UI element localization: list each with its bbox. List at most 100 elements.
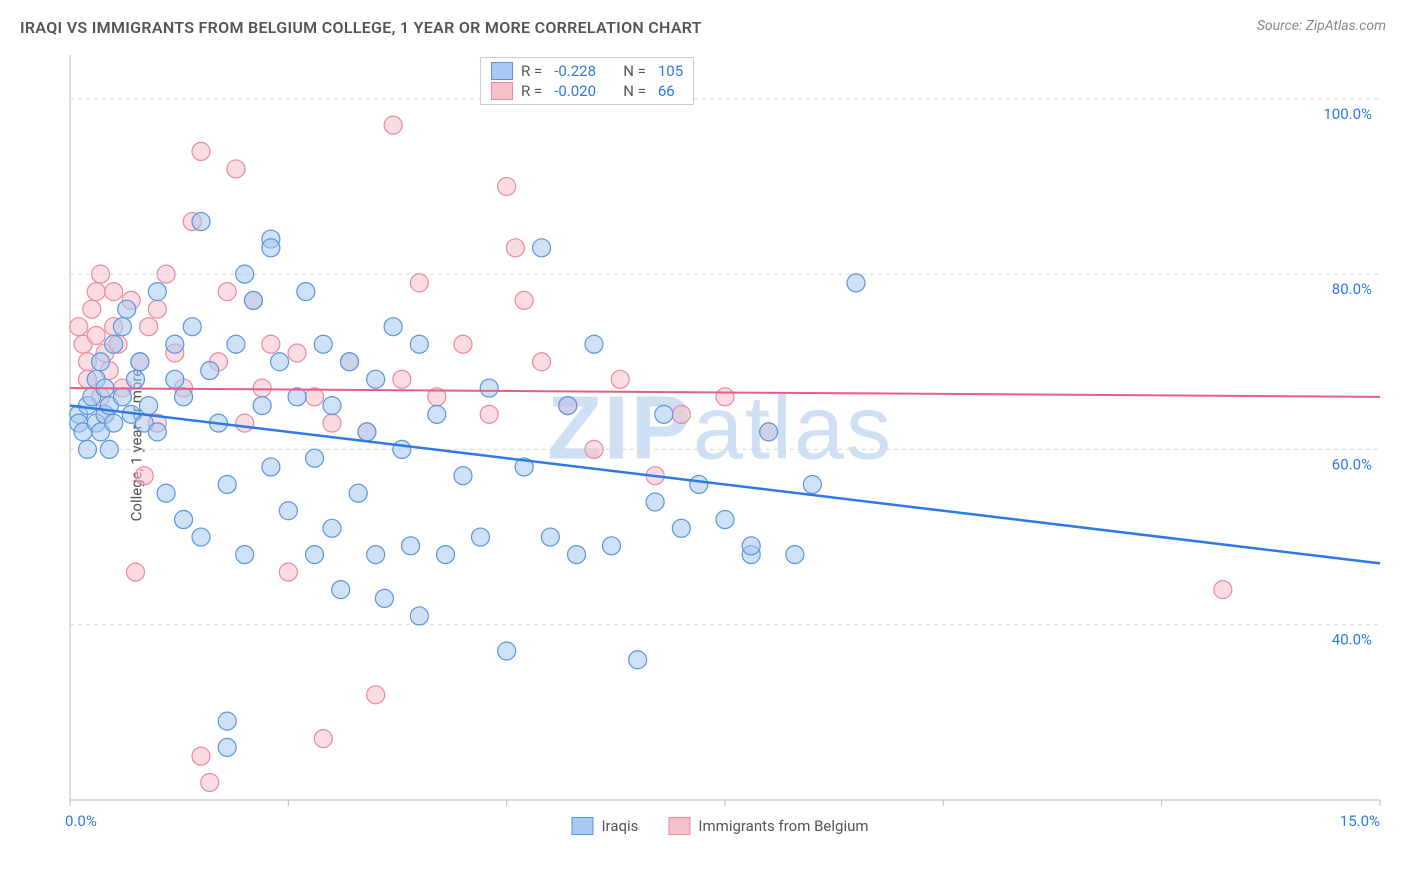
x-min-label: 0.0% (65, 812, 97, 830)
data-point (87, 326, 105, 344)
data-point (192, 528, 210, 546)
data-point (384, 318, 402, 336)
data-point (262, 458, 280, 476)
data-point (279, 502, 297, 520)
x-max-label: 15.0% (1340, 812, 1380, 830)
data-point (201, 773, 219, 791)
data-point (306, 546, 324, 564)
data-point (236, 414, 254, 432)
data-point (105, 283, 123, 301)
data-point (227, 160, 245, 178)
data-point (314, 335, 332, 353)
data-point (105, 414, 123, 432)
data-point (672, 519, 690, 537)
source-label: Source: ZipAtlas.com (1257, 18, 1386, 34)
series-legend: Iraqis Immigrants from Belgium (571, 817, 868, 835)
data-point (471, 528, 489, 546)
y-tick-label: 80.0% (1332, 280, 1372, 298)
legend-swatch (668, 817, 690, 835)
chart-area: College, 1 year or more ZIPatlas 40.0%60… (50, 55, 1390, 835)
data-point (585, 335, 603, 353)
data-point (332, 581, 350, 599)
y-tick-label: 60.0% (1332, 455, 1372, 473)
data-point (127, 563, 145, 581)
data-point (192, 213, 210, 231)
data-point (533, 239, 551, 257)
data-point (410, 274, 428, 292)
data-point (690, 475, 708, 493)
data-point (218, 283, 236, 301)
data-point (323, 519, 341, 537)
data-point (166, 370, 184, 388)
data-point (70, 318, 88, 336)
data-point (218, 738, 236, 756)
data-point (454, 467, 472, 485)
data-point (602, 537, 620, 555)
data-point (384, 116, 402, 134)
data-point (629, 651, 647, 669)
y-tick-label: 100.0% (1323, 105, 1372, 123)
data-point (646, 493, 664, 511)
data-point (157, 265, 175, 283)
data-point (498, 642, 516, 660)
legend-swatch (491, 82, 513, 100)
data-point (716, 388, 734, 406)
chart-title: IRAQI VS IMMIGRANTS FROM BELGIUM COLLEGE… (20, 18, 702, 37)
data-point (454, 335, 472, 353)
data-point (340, 353, 358, 371)
y-tick-label: 40.0% (1332, 631, 1372, 649)
data-point (175, 388, 193, 406)
data-point (314, 730, 332, 748)
data-point (201, 362, 219, 380)
data-point (437, 546, 455, 564)
data-point (480, 379, 498, 397)
data-point (847, 274, 865, 292)
data-point (148, 300, 166, 318)
data-point (262, 239, 280, 257)
data-point (393, 370, 411, 388)
data-point (236, 265, 254, 283)
data-point (533, 353, 551, 371)
data-point (253, 379, 271, 397)
data-point (760, 423, 778, 441)
data-point (113, 318, 131, 336)
legend-item: Immigrants from Belgium (668, 817, 868, 835)
legend-item: Iraqis (571, 817, 638, 835)
stats-legend: R = -0.228 N = 105R = -0.020 N = 66 (480, 57, 694, 105)
data-point (83, 300, 101, 318)
data-point (140, 397, 158, 415)
data-point (92, 353, 110, 371)
data-point (742, 537, 760, 555)
data-point (402, 537, 420, 555)
data-point (218, 712, 236, 730)
data-point (480, 405, 498, 423)
legend-label: Immigrants from Belgium (698, 817, 868, 835)
data-point (367, 546, 385, 564)
data-point (541, 528, 559, 546)
scatter-plot: 40.0% 60.0% 80.0% 100.0% (50, 55, 1390, 835)
data-point (148, 283, 166, 301)
data-point (506, 239, 524, 257)
data-point (349, 484, 367, 502)
data-point (498, 177, 516, 195)
data-point (568, 546, 586, 564)
regression-line (70, 406, 1380, 564)
legend-row: R = -0.228 N = 105 (491, 62, 683, 80)
data-point (100, 440, 118, 458)
data-point (105, 335, 123, 353)
data-point (87, 283, 105, 301)
data-point (166, 335, 184, 353)
data-point (323, 397, 341, 415)
data-point (367, 370, 385, 388)
data-point (375, 589, 393, 607)
data-point (157, 484, 175, 502)
legend-swatch (571, 817, 593, 835)
data-point (1214, 581, 1232, 599)
data-point (297, 283, 315, 301)
data-point (218, 475, 236, 493)
legend-label: Iraqis (601, 817, 638, 835)
data-point (367, 686, 385, 704)
data-point (118, 300, 136, 318)
data-point (148, 423, 166, 441)
data-point (92, 265, 110, 283)
